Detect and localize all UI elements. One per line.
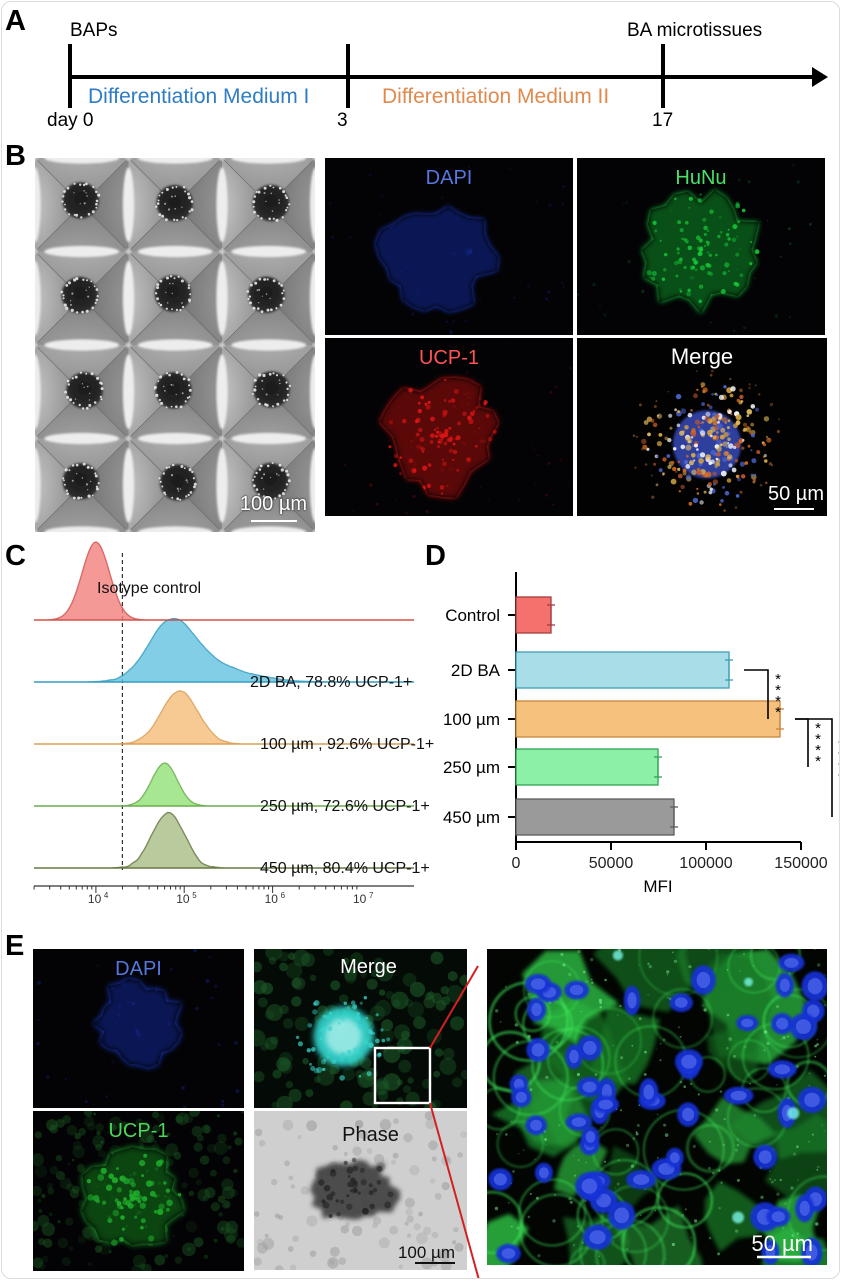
svg-text:250 µm: 250 µm — [443, 758, 500, 777]
svg-text:UCP-1: UCP-1 — [419, 347, 479, 369]
svg-text:100 µm: 100 µm — [398, 1243, 455, 1262]
svg-text:Merge: Merge — [671, 344, 733, 369]
svg-text:5: 5 — [192, 891, 197, 900]
svg-text:DAPI: DAPI — [115, 958, 162, 980]
svg-text:50000: 50000 — [589, 855, 634, 872]
svg-text:4: 4 — [104, 891, 109, 900]
svg-text:10: 10 — [265, 892, 279, 906]
svg-text:*: * — [815, 753, 821, 770]
svg-text:Control: Control — [445, 606, 500, 625]
svg-text:150000: 150000 — [774, 855, 827, 872]
svg-text:450 µm: 450 µm — [443, 808, 500, 827]
svg-text:UCP-1: UCP-1 — [108, 1120, 168, 1142]
svg-text:10: 10 — [88, 892, 102, 906]
svg-text:10: 10 — [176, 892, 190, 906]
svg-text:Merge: Merge — [340, 956, 397, 978]
svg-text:7: 7 — [369, 891, 374, 900]
svg-text:HuNu: HuNu — [675, 167, 726, 189]
svg-text:50 µm: 50 µm — [751, 1231, 813, 1256]
svg-text:100000: 100000 — [679, 855, 732, 872]
svg-text:100 µm: 100 µm — [443, 710, 500, 729]
svg-text:DAPI: DAPI — [426, 167, 473, 189]
svg-text:Phase: Phase — [342, 1124, 399, 1146]
svg-text:10: 10 — [353, 892, 367, 906]
svg-text:0: 0 — [512, 855, 521, 872]
svg-text:2D BA: 2D BA — [451, 661, 501, 680]
svg-text:MFI: MFI — [643, 877, 672, 896]
svg-text:*: * — [838, 770, 840, 787]
svg-text:6: 6 — [281, 891, 286, 900]
svg-text:*: * — [775, 704, 781, 721]
